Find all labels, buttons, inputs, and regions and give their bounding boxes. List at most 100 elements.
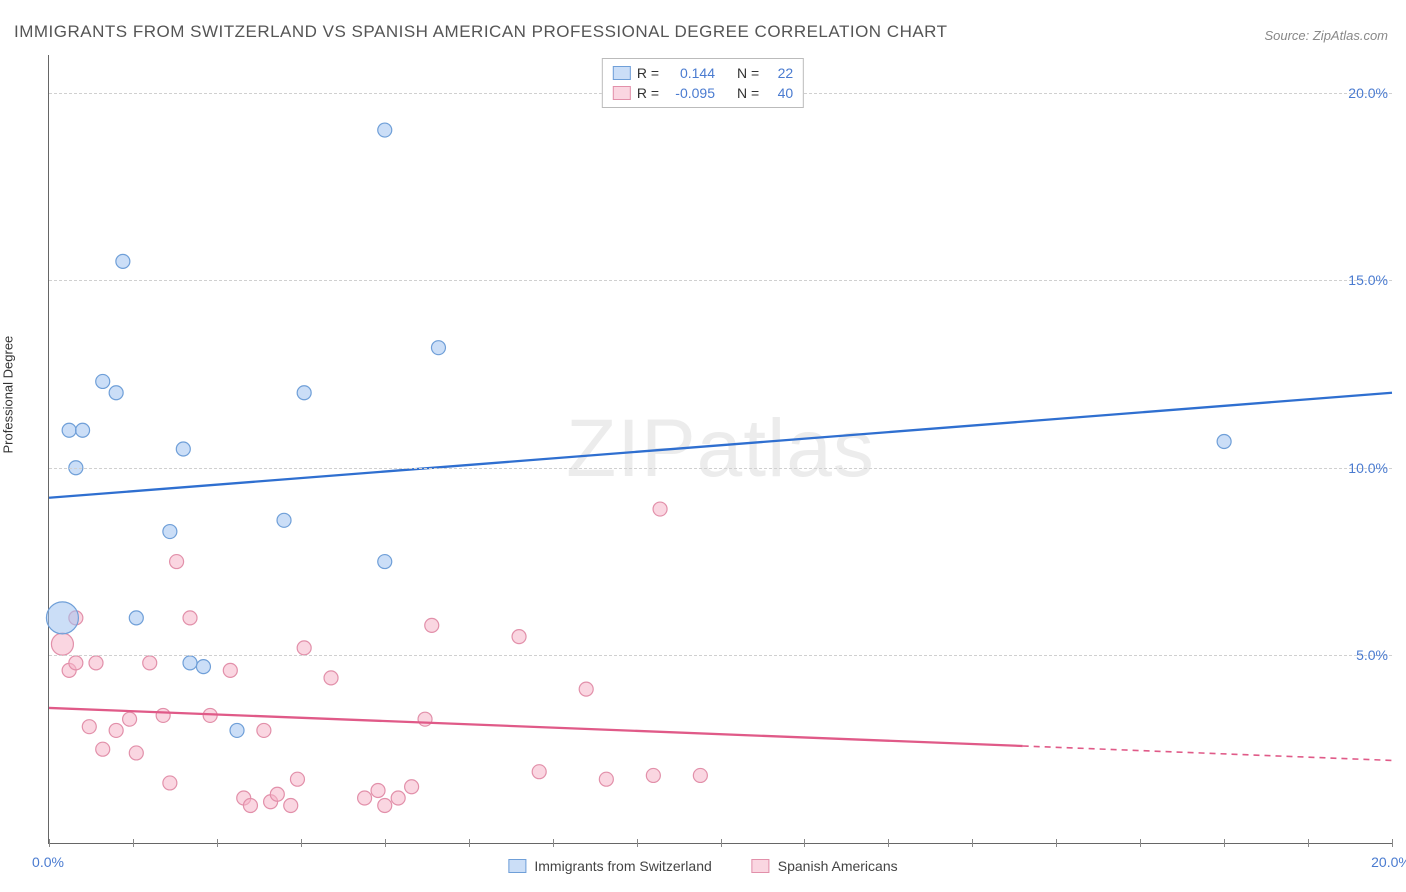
- gridline-h: [49, 655, 1392, 656]
- data-point: [378, 798, 392, 812]
- y-tick-label: 15.0%: [1348, 272, 1388, 288]
- data-point: [170, 555, 184, 569]
- data-point: [378, 555, 392, 569]
- data-point: [143, 656, 157, 670]
- data-point: [425, 618, 439, 632]
- x-tick: [637, 839, 638, 847]
- data-point: [297, 386, 311, 400]
- chart-title: IMMIGRANTS FROM SWITZERLAND VS SPANISH A…: [14, 22, 948, 42]
- data-point: [378, 123, 392, 137]
- data-point: [230, 723, 244, 737]
- x-tick: [1392, 839, 1393, 847]
- data-point: [223, 663, 237, 677]
- data-point: [391, 791, 405, 805]
- bottom-legend-label-1: Spanish Americans: [778, 858, 898, 874]
- gridline-h: [49, 280, 1392, 281]
- data-point: [405, 780, 419, 794]
- data-point: [277, 513, 291, 527]
- data-point: [183, 656, 197, 670]
- x-tick: [1308, 839, 1309, 847]
- y-tick-label: 20.0%: [1348, 85, 1388, 101]
- bottom-legend: Immigrants from Switzerland Spanish Amer…: [508, 858, 897, 874]
- legend-stats-row-1: R = -0.095 N = 40: [613, 83, 793, 103]
- x-tick: [217, 839, 218, 847]
- x-tick-label: 0.0%: [32, 854, 64, 870]
- data-point: [579, 682, 593, 696]
- bottom-legend-label-0: Immigrants from Switzerland: [534, 858, 711, 874]
- bottom-legend-swatch-0: [508, 859, 526, 873]
- bottom-legend-item-0: Immigrants from Switzerland: [508, 858, 711, 874]
- data-point: [109, 386, 123, 400]
- x-tick: [133, 839, 134, 847]
- data-point: [116, 254, 130, 268]
- legend-stats-row-0: R = 0.144 N = 22: [613, 63, 793, 83]
- legend-swatch-1: [613, 86, 631, 100]
- chart-container: IMMIGRANTS FROM SWITZERLAND VS SPANISH A…: [0, 0, 1406, 892]
- data-point: [46, 602, 78, 634]
- x-tick: [888, 839, 889, 847]
- data-point: [371, 783, 385, 797]
- data-point: [51, 633, 73, 655]
- x-tick: [385, 839, 386, 847]
- data-point: [257, 723, 271, 737]
- x-tick: [1056, 839, 1057, 847]
- data-point: [129, 611, 143, 625]
- stat-n-label: N =: [737, 63, 759, 83]
- data-point: [163, 525, 177, 539]
- data-point: [646, 768, 660, 782]
- trend-line: [49, 708, 1023, 746]
- trend-line-dashed: [1023, 746, 1392, 760]
- x-tick: [49, 839, 50, 847]
- stat-n-label: N =: [737, 83, 759, 103]
- stat-r-val-1: -0.095: [665, 83, 715, 103]
- legend-swatch-0: [613, 66, 631, 80]
- data-point: [96, 742, 110, 756]
- data-point: [243, 798, 257, 812]
- plot-svg: [49, 55, 1392, 843]
- source-attribution: Source: ZipAtlas.com: [1264, 28, 1388, 43]
- y-tick-label: 5.0%: [1356, 647, 1388, 663]
- data-point: [431, 341, 445, 355]
- trend-line: [49, 393, 1392, 498]
- bottom-legend-item-1: Spanish Americans: [752, 858, 898, 874]
- x-tick: [469, 839, 470, 847]
- data-point: [532, 765, 546, 779]
- plot-area: ZIPatlas: [48, 55, 1392, 844]
- x-tick: [301, 839, 302, 847]
- x-tick: [553, 839, 554, 847]
- stat-r-label: R =: [637, 63, 659, 83]
- gridline-h: [49, 468, 1392, 469]
- data-point: [109, 723, 123, 737]
- data-point: [96, 374, 110, 388]
- stat-r-val-0: 0.144: [665, 63, 715, 83]
- x-tick: [1224, 839, 1225, 847]
- data-point: [123, 712, 137, 726]
- data-point: [297, 641, 311, 655]
- data-point: [176, 442, 190, 456]
- legend-stats: R = 0.144 N = 22 R = -0.095 N = 40: [602, 58, 804, 108]
- stat-n-val-0: 22: [765, 63, 793, 83]
- data-point: [358, 791, 372, 805]
- data-point: [89, 656, 103, 670]
- data-point: [76, 423, 90, 437]
- data-point: [183, 611, 197, 625]
- data-point: [653, 502, 667, 516]
- data-point: [324, 671, 338, 685]
- data-point: [1217, 434, 1231, 448]
- data-point: [599, 772, 613, 786]
- data-point: [693, 768, 707, 782]
- x-tick: [972, 839, 973, 847]
- data-point: [156, 708, 170, 722]
- y-axis-label: Professional Degree: [1, 336, 16, 454]
- bottom-legend-swatch-1: [752, 859, 770, 873]
- data-point: [82, 720, 96, 734]
- x-tick: [1140, 839, 1141, 847]
- x-tick: [804, 839, 805, 847]
- data-point: [129, 746, 143, 760]
- data-point: [270, 787, 284, 801]
- data-point: [163, 776, 177, 790]
- x-tick-label: 20.0%: [1371, 854, 1406, 870]
- stat-r-label: R =: [637, 83, 659, 103]
- data-point: [284, 798, 298, 812]
- y-tick-label: 10.0%: [1348, 460, 1388, 476]
